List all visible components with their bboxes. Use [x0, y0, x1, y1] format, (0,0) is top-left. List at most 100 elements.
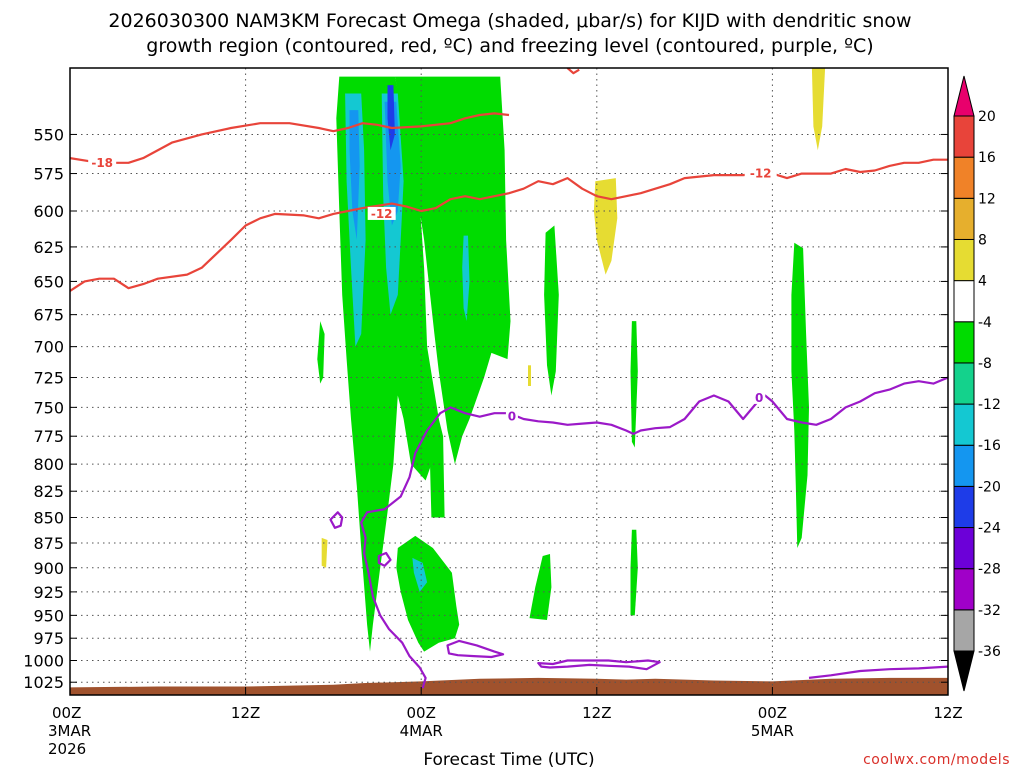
ytick-label-625: 625 — [33, 238, 64, 257]
omega-shading-layer — [317, 68, 826, 652]
ytick-label-700: 700 — [33, 338, 64, 357]
colorbar-label-16: 16 — [978, 150, 996, 166]
colorbar-bin-violet — [953, 527, 975, 570]
xtick-label-3: 12Z — [582, 704, 611, 722]
omega-region-strong-core-low — [412, 557, 428, 592]
colorbar-bin-red — [953, 115, 975, 158]
omega-region-thin-column-low-36z — [630, 529, 638, 616]
colorbar-label--32: -32 — [978, 603, 1001, 619]
omega-region-small-cell-930 — [529, 554, 552, 620]
colorbar-bin-white — [953, 280, 975, 323]
contour-dgz-minus-18 — [70, 112, 510, 164]
omega-region-strong-core-c — [462, 235, 470, 322]
omega-region-descent-cell-top-right — [811, 68, 826, 151]
colorbar-label-12: 12 — [978, 191, 996, 207]
xtick-label-5: 12Z — [933, 704, 962, 722]
plot-background — [70, 68, 948, 695]
ytick-label-950: 950 — [33, 606, 64, 625]
colorbar-label--36: -36 — [978, 644, 1001, 660]
colorbar-bin-blue — [953, 485, 975, 529]
grid-layer — [70, 68, 948, 695]
xtick-date-2: 4MAR — [400, 722, 443, 740]
ytick-label-975: 975 — [33, 629, 64, 648]
ytick-label-825: 825 — [33, 482, 64, 501]
omega-region-thin-column-36z — [630, 321, 638, 448]
xtick-label-4: 00Z — [758, 704, 787, 722]
omega-region-descent-cell-40z — [593, 178, 618, 275]
ytick-label-675: 675 — [33, 306, 64, 325]
colorbar-bin-orange — [953, 156, 975, 199]
colorbar-bin-gold — [953, 197, 975, 240]
xtick-date-0: 3MAR — [48, 722, 91, 740]
omega-region-low-level-ascent-cell — [396, 535, 460, 652]
omega-region-tiny-descent-30z — [528, 365, 531, 386]
contour-freezing-level-loop-a — [329, 511, 344, 529]
y-axis: 550 575 600 625 650 675 700 725 750 775 800 825 850 8… — [23, 125, 948, 692]
contour-freezing-level-surface — [808, 665, 948, 679]
contour-freezing-level-loop-d — [537, 659, 661, 671]
omega-region-upper-ascent-band — [394, 76, 511, 465]
site-credit: coolwx.com/models — [863, 752, 1010, 768]
terrain-layer — [70, 677, 948, 695]
omega-region-lower-right-spur — [412, 371, 445, 518]
ytick-label-575: 575 — [33, 165, 64, 184]
colorbar-label--20: -20 — [978, 479, 1001, 495]
ytick-label-650: 650 — [33, 272, 64, 291]
contour-label-freezing-level-0: 0 — [508, 410, 516, 424]
contour-label-dgz-minus-18: -18 — [91, 156, 113, 170]
contour-label-dgz-minus-12: -12 — [371, 207, 393, 221]
omega-region-small-column-650 — [544, 225, 559, 396]
terrain-surface — [70, 677, 948, 695]
ytick-label-550: 550 — [33, 125, 64, 144]
omega-region-descent-cell-low — [321, 537, 328, 568]
colorbar-label--16: -16 — [978, 438, 1001, 454]
xtick-date-4: 5MAR — [751, 722, 794, 740]
omega-region-intense-core-a — [349, 110, 360, 240]
ytick-label-900: 900 — [33, 559, 64, 578]
colorbar-label-4: 4 — [978, 274, 987, 290]
ytick-label-1025: 1025 — [23, 673, 64, 692]
ytick-label-850: 850 — [33, 508, 64, 527]
colorbar-label--4: -4 — [978, 315, 992, 331]
contour-label-bg-dgz-minus-12-east — [744, 166, 777, 180]
contour-label-bg-dgz-minus-18 — [88, 155, 117, 169]
colorbar-label--24: -24 — [978, 521, 1001, 537]
contour-freezing-level-loop-c — [446, 639, 505, 659]
contour-layer: -18 -12 0 -12 0 — [70, 68, 948, 689]
colorbar: -36 -32 -28 -24 -20 -16 -12 -8 -4 4 8 12 16 20 — [953, 75, 1001, 692]
xtick-year-0: 2026 — [48, 740, 86, 758]
contour-label-bg-dgz-minus-12 — [367, 206, 396, 220]
chart-title-line-1: 2026030300 NAM3KM Forecast Omega (shaded… — [108, 10, 911, 32]
ytick-label-1000: 1000 — [23, 651, 64, 670]
colorbar-label-8: 8 — [978, 232, 987, 248]
colorbar-bin-gray — [953, 609, 975, 652]
ytick-label-800: 800 — [33, 455, 64, 474]
contour-dgz-minus-18-east — [566, 68, 580, 75]
colorbar-bin-light-blue — [953, 444, 975, 487]
colorbar-bin-green — [953, 321, 975, 364]
chart-title-line-2: growth region (contoured, red, ºC) and f… — [146, 35, 873, 57]
ytick-label-875: 875 — [33, 534, 64, 553]
xtick-label-0: 00Z — [52, 704, 81, 722]
contour-label-freezing-east: 0 — [755, 391, 763, 405]
ytick-label-750: 750 — [33, 398, 64, 417]
colorbar-label--12: -12 — [978, 397, 1001, 413]
colorbar-bin-black — [953, 650, 975, 692]
contour-freezing-level-0 — [360, 376, 948, 689]
ytick-label-600: 600 — [33, 202, 64, 221]
omega-region-small-cell-700-15z — [317, 321, 325, 384]
colorbar-label-20: 20 — [978, 109, 996, 125]
xtick-label-2: 00Z — [407, 704, 436, 722]
colorbar-label--28: -28 — [978, 562, 1001, 578]
contour-dgz-minus-12 — [70, 158, 948, 292]
contour-label-dgz-minus-12-east: -12 — [750, 167, 772, 181]
contour-label-bg-freezing-level-0 — [505, 409, 518, 423]
contour-label-bg-freezing-east — [753, 390, 766, 404]
plot-frame — [69, 67, 949, 696]
omega-region-intense-core-b — [384, 101, 401, 226]
contour-freezing-level-loop-b — [377, 551, 392, 567]
ytick-label-775: 775 — [33, 427, 64, 446]
